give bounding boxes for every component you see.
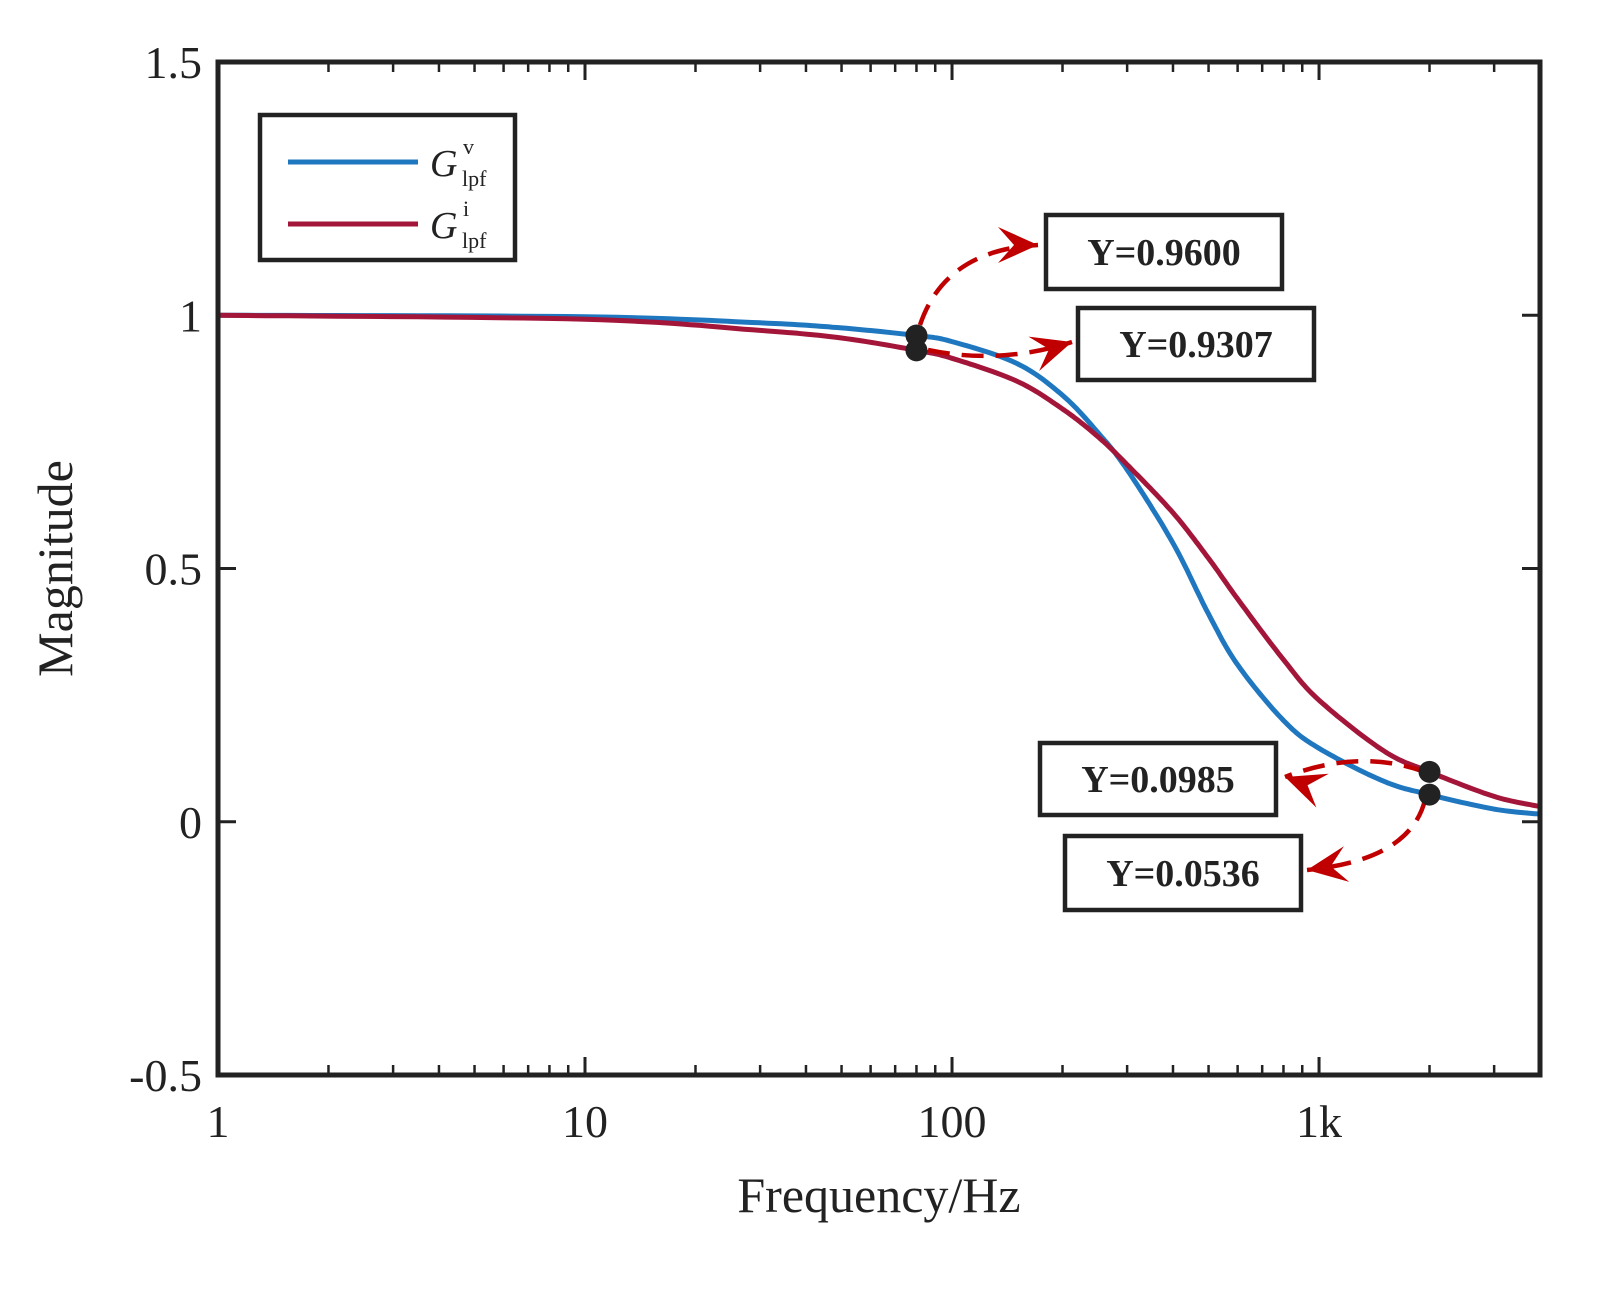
annotation-box bbox=[1062, 833, 1304, 913]
annotation-arrowhead bbox=[1028, 336, 1072, 372]
legend-subscript: lpf bbox=[462, 228, 487, 253]
y-tick-label: 1 bbox=[179, 290, 202, 341]
x-tick-label: 100 bbox=[918, 1096, 987, 1147]
y-axis-label: Magnitude bbox=[27, 460, 83, 677]
annotation-box bbox=[1075, 305, 1317, 383]
y-tick-label: -0.5 bbox=[129, 1050, 202, 1101]
annotation-arrow bbox=[1284, 758, 1426, 780]
x-tick-label: 1k bbox=[1296, 1096, 1342, 1147]
annotation-arrow bbox=[927, 339, 1073, 359]
plot-frame bbox=[215, 59, 1543, 1078]
data-point-marker bbox=[1418, 783, 1441, 806]
annotation-box bbox=[1043, 212, 1285, 292]
y-tick-label: 0.5 bbox=[145, 544, 203, 595]
annotations: Y=0.9600 Y=0.9307 Y=0.0985 Y=0.0536 bbox=[905, 212, 1441, 913]
x-axis-label: Frequency/Hz bbox=[737, 1167, 1020, 1223]
annotation-label: Y=0.0985 bbox=[1081, 759, 1235, 801]
annotation-arrowhead bbox=[1285, 773, 1329, 808]
legend-symbol: G bbox=[430, 143, 457, 185]
annotation-arrow bbox=[917, 242, 1039, 326]
y-tick-label: 1.5 bbox=[145, 37, 203, 88]
data-point-marker bbox=[905, 339, 928, 362]
series-line-v bbox=[218, 312, 1541, 817]
legend-subscript: lpf bbox=[462, 166, 487, 191]
annotation-arrowhead bbox=[1307, 846, 1350, 882]
data-point-marker bbox=[1418, 760, 1441, 783]
annotation-label: Y=0.9600 bbox=[1087, 232, 1241, 274]
annotation-box bbox=[1037, 740, 1279, 818]
series-lines bbox=[217, 312, 1541, 817]
legend-superscript: i bbox=[463, 196, 469, 221]
legend-superscript: v bbox=[463, 134, 474, 159]
x-tick-label: 1 bbox=[207, 1096, 230, 1147]
legend-box bbox=[257, 112, 518, 263]
series-line-i bbox=[217, 312, 1541, 810]
annotation-arrowhead bbox=[998, 227, 1038, 263]
legend-symbol: G bbox=[430, 205, 457, 247]
annotation-label: Y=0.0536 bbox=[1106, 853, 1260, 895]
y-tick-label: 0 bbox=[179, 797, 202, 848]
annotation-label: Y=0.9307 bbox=[1119, 324, 1273, 366]
x-tick-label: 10 bbox=[562, 1096, 608, 1147]
